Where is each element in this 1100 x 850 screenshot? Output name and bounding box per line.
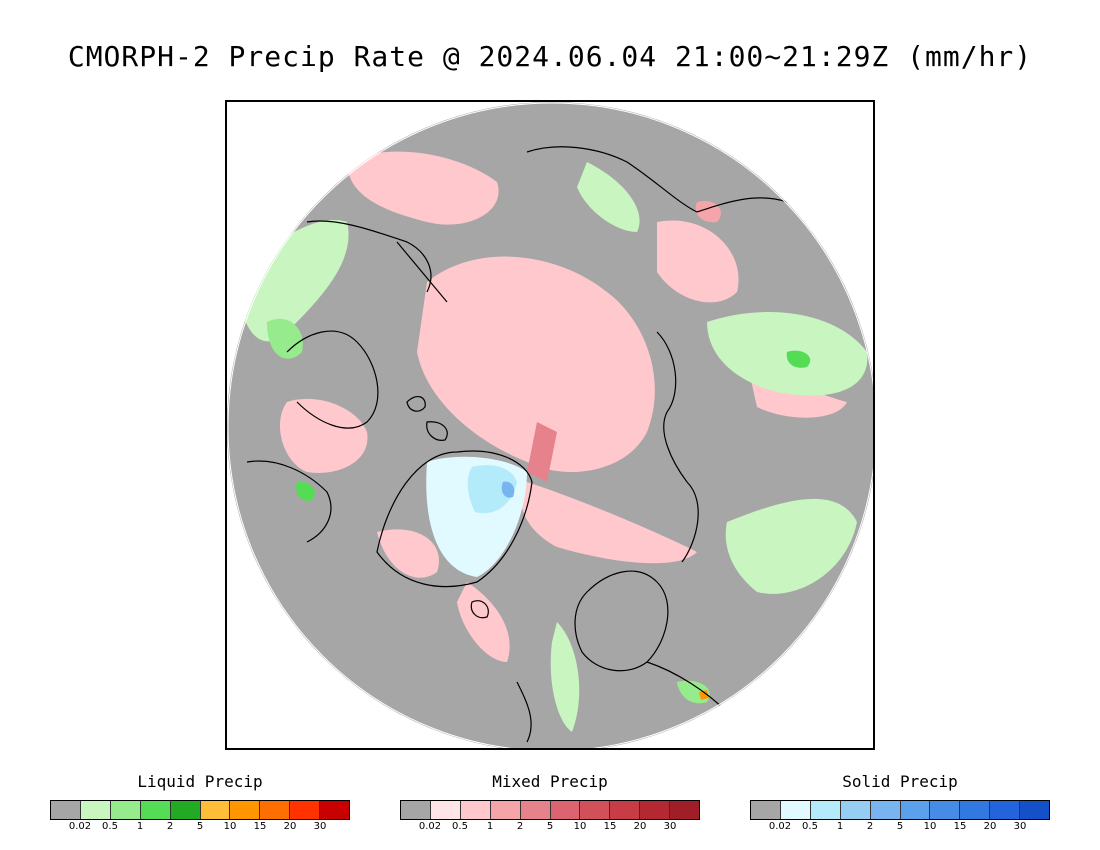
- legend-swatch: [1020, 801, 1050, 819]
- legend-tick-label: 1: [836, 821, 844, 832]
- legend-tick-label: 2: [166, 821, 174, 832]
- legend-tick-label: 0.5: [102, 821, 118, 832]
- legend-tick-label: 0.02: [68, 821, 92, 832]
- legend-colorbar: [50, 800, 350, 820]
- legend-swatch: [290, 801, 321, 819]
- legend-tick-label: 10: [223, 821, 237, 832]
- legend-swatch: [460, 801, 491, 819]
- legend-tick-label: 2: [866, 821, 874, 832]
- legend-title: Liquid Precip: [137, 772, 263, 791]
- liquid-precip-areas: [237, 162, 868, 732]
- legend-swatch: [810, 801, 841, 819]
- legend-tick-label: 15: [603, 821, 617, 832]
- legend-tick-label: 5: [546, 821, 554, 832]
- legend-title: Solid Precip: [842, 772, 958, 791]
- legend-tick-label: 30: [663, 821, 677, 832]
- legend-tick-label: 2: [516, 821, 524, 832]
- legend-swatch: [640, 801, 671, 819]
- legend-swatch: [80, 801, 111, 819]
- legend-liquid: Liquid Precip 0.02 0.5 1 2 5 10 15 20 30: [50, 772, 350, 835]
- legend-swatch: [430, 801, 461, 819]
- legend-tick-label: 1: [136, 821, 144, 832]
- legend-title: Mixed Precip: [492, 772, 608, 791]
- legend-tick-labels: 0.02 0.5 1 2 5 10 15 20 30: [400, 821, 700, 835]
- legend-tick-label: 1: [486, 821, 494, 832]
- legend-swatch: [490, 801, 521, 819]
- legend-swatch: [550, 801, 581, 819]
- legend-tick-labels: 0.02 0.5 1 2 5 10 15 20 30: [50, 821, 350, 835]
- legend-tick-label: 0.02: [768, 821, 792, 832]
- legend-swatch: [870, 801, 901, 819]
- legend-tick-label: 30: [313, 821, 327, 832]
- map-disc-edge: [227, 102, 873, 748]
- legend-tick-label: 0.5: [802, 821, 818, 832]
- legend-solid: Solid Precip 0.02 0.5 1 2 5 10 15 20 30: [750, 772, 1050, 835]
- legend-colorbar: [750, 800, 1050, 820]
- legend-tick-label: 15: [253, 821, 267, 832]
- legend-swatch: [751, 801, 781, 819]
- legend-colorbar: [400, 800, 700, 820]
- legend-tick-label: 20: [633, 821, 647, 832]
- legend-swatch: [170, 801, 201, 819]
- legend-tick-label: 30: [1013, 821, 1027, 832]
- legend-mixed: Mixed Precip 0.02 0.5 1 2 5 10 15 20 30: [400, 772, 700, 835]
- legend-tick-label: 5: [196, 821, 204, 832]
- legend-swatch: [580, 801, 611, 819]
- legend-swatch: [960, 801, 991, 819]
- legend-swatch: [610, 801, 641, 819]
- legend-tick-label: 0.5: [452, 821, 468, 832]
- legend-swatch: [840, 801, 871, 819]
- legend-swatch: [51, 801, 81, 819]
- legend-swatch: [900, 801, 931, 819]
- legend-tick-label: 0.02: [418, 821, 442, 832]
- legend-swatch: [780, 801, 811, 819]
- legend-swatch: [110, 801, 141, 819]
- legend-swatch: [200, 801, 231, 819]
- precip-map: [225, 100, 875, 750]
- legend-tick-labels: 0.02 0.5 1 2 5 10 15 20 30: [750, 821, 1050, 835]
- legend-tick-label: 20: [283, 821, 297, 832]
- solid-precip-areas: [426, 456, 527, 577]
- legend-swatch: [670, 801, 700, 819]
- legend-swatch: [520, 801, 551, 819]
- legend-tick-label: 5: [896, 821, 904, 832]
- legend-swatch: [930, 801, 961, 819]
- legend-swatch: [230, 801, 261, 819]
- legend-swatch: [140, 801, 171, 819]
- page-title: CMORPH-2 Precip Rate @ 2024.06.04 21:00~…: [67, 40, 1033, 73]
- legend-tick-label: 20: [983, 821, 997, 832]
- legend-swatch: [401, 801, 431, 819]
- legend-swatch: [260, 801, 291, 819]
- legend-swatch: [990, 801, 1021, 819]
- legend-swatch: [320, 801, 350, 819]
- legend-tick-label: 10: [923, 821, 937, 832]
- legend-tick-label: 10: [573, 821, 587, 832]
- legend-tick-label: 15: [953, 821, 967, 832]
